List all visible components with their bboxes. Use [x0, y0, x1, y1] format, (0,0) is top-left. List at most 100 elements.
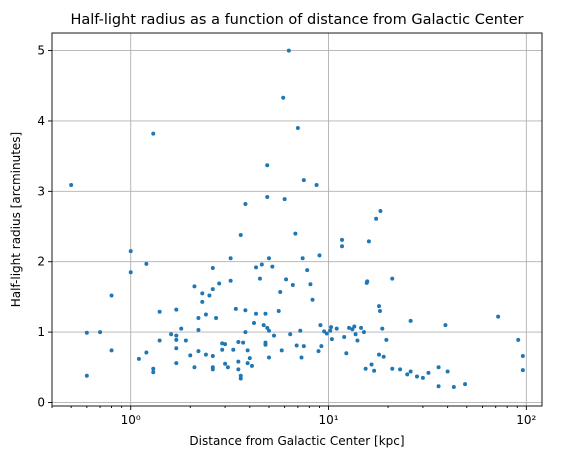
data-point	[342, 335, 347, 340]
data-point	[329, 325, 334, 330]
x-axis-title: Distance from Galactic Center [kpc]	[189, 434, 404, 448]
data-point	[136, 356, 141, 361]
data-point	[380, 326, 385, 331]
data-point	[278, 289, 283, 294]
data-point	[243, 330, 248, 335]
data-point	[318, 323, 323, 328]
data-point	[200, 291, 205, 296]
data-point	[369, 362, 374, 367]
data-point	[276, 308, 281, 313]
data-point	[344, 351, 349, 356]
data-point	[169, 332, 174, 337]
data-point	[144, 261, 149, 266]
data-point	[236, 339, 241, 344]
data-points	[69, 48, 525, 389]
data-point	[355, 338, 360, 343]
x-tick-label: 10⁰	[121, 413, 141, 427]
data-point	[408, 369, 413, 374]
data-point	[196, 349, 201, 354]
data-point	[249, 363, 254, 368]
data-point	[128, 270, 133, 275]
data-point	[324, 331, 329, 336]
data-point	[463, 382, 468, 387]
data-point	[390, 276, 395, 281]
data-point	[266, 355, 271, 360]
data-point	[243, 202, 248, 207]
data-point	[420, 375, 425, 380]
data-point	[270, 264, 275, 269]
data-point	[445, 369, 450, 374]
data-point	[347, 325, 352, 330]
data-point	[265, 194, 270, 199]
data-point	[317, 253, 322, 258]
data-point	[266, 256, 271, 261]
data-point	[243, 308, 248, 313]
data-point	[233, 306, 238, 311]
data-point	[214, 316, 219, 321]
data-point	[295, 126, 300, 131]
data-point	[236, 359, 241, 364]
data-point	[308, 282, 313, 287]
data-point	[520, 368, 525, 373]
data-point	[284, 277, 289, 282]
data-point	[210, 354, 215, 359]
data-point	[238, 376, 243, 381]
data-point	[301, 178, 306, 183]
data-point	[263, 340, 268, 345]
data-point	[228, 256, 233, 261]
data-point	[174, 361, 179, 366]
data-point	[98, 330, 103, 335]
data-point	[207, 293, 212, 298]
data-point	[271, 333, 276, 338]
data-point	[266, 328, 271, 333]
data-point	[436, 365, 441, 370]
data-point	[257, 276, 262, 281]
data-point	[225, 365, 230, 370]
data-point	[378, 209, 383, 214]
data-point	[217, 281, 222, 286]
data-point	[363, 366, 368, 371]
data-point	[377, 352, 382, 357]
x-tick-label: 10¹	[318, 413, 338, 427]
data-point	[365, 279, 370, 284]
data-point	[188, 353, 193, 358]
data-point	[179, 326, 184, 331]
data-point	[353, 332, 358, 337]
data-point	[228, 278, 233, 283]
data-point	[69, 183, 74, 188]
data-point	[298, 328, 303, 333]
data-point	[174, 307, 179, 312]
data-point	[426, 370, 431, 375]
data-point	[451, 384, 456, 389]
data-point	[220, 347, 225, 352]
data-point	[236, 367, 241, 372]
data-point	[192, 365, 197, 370]
data-point	[340, 244, 345, 249]
data-point	[372, 368, 377, 373]
data-point	[408, 318, 413, 323]
data-point	[263, 311, 268, 316]
chart-title: Half-light radius as a function of dista…	[70, 12, 523, 28]
data-point	[200, 299, 205, 304]
data-point	[238, 373, 243, 378]
data-point	[305, 268, 310, 273]
data-point	[174, 346, 179, 351]
data-point	[281, 95, 286, 100]
data-point	[157, 338, 162, 343]
data-point	[300, 256, 305, 261]
data-point	[496, 314, 501, 319]
data-point	[254, 311, 259, 316]
data-point	[398, 367, 403, 372]
data-point	[377, 308, 382, 313]
data-point	[254, 265, 259, 270]
data-point	[192, 284, 197, 289]
data-point	[299, 355, 304, 360]
data-point	[316, 349, 321, 354]
data-point	[247, 356, 252, 361]
data-point	[223, 361, 228, 366]
data-point	[174, 333, 179, 338]
data-point	[183, 338, 188, 343]
data-point	[157, 309, 162, 314]
data-point	[196, 316, 201, 321]
